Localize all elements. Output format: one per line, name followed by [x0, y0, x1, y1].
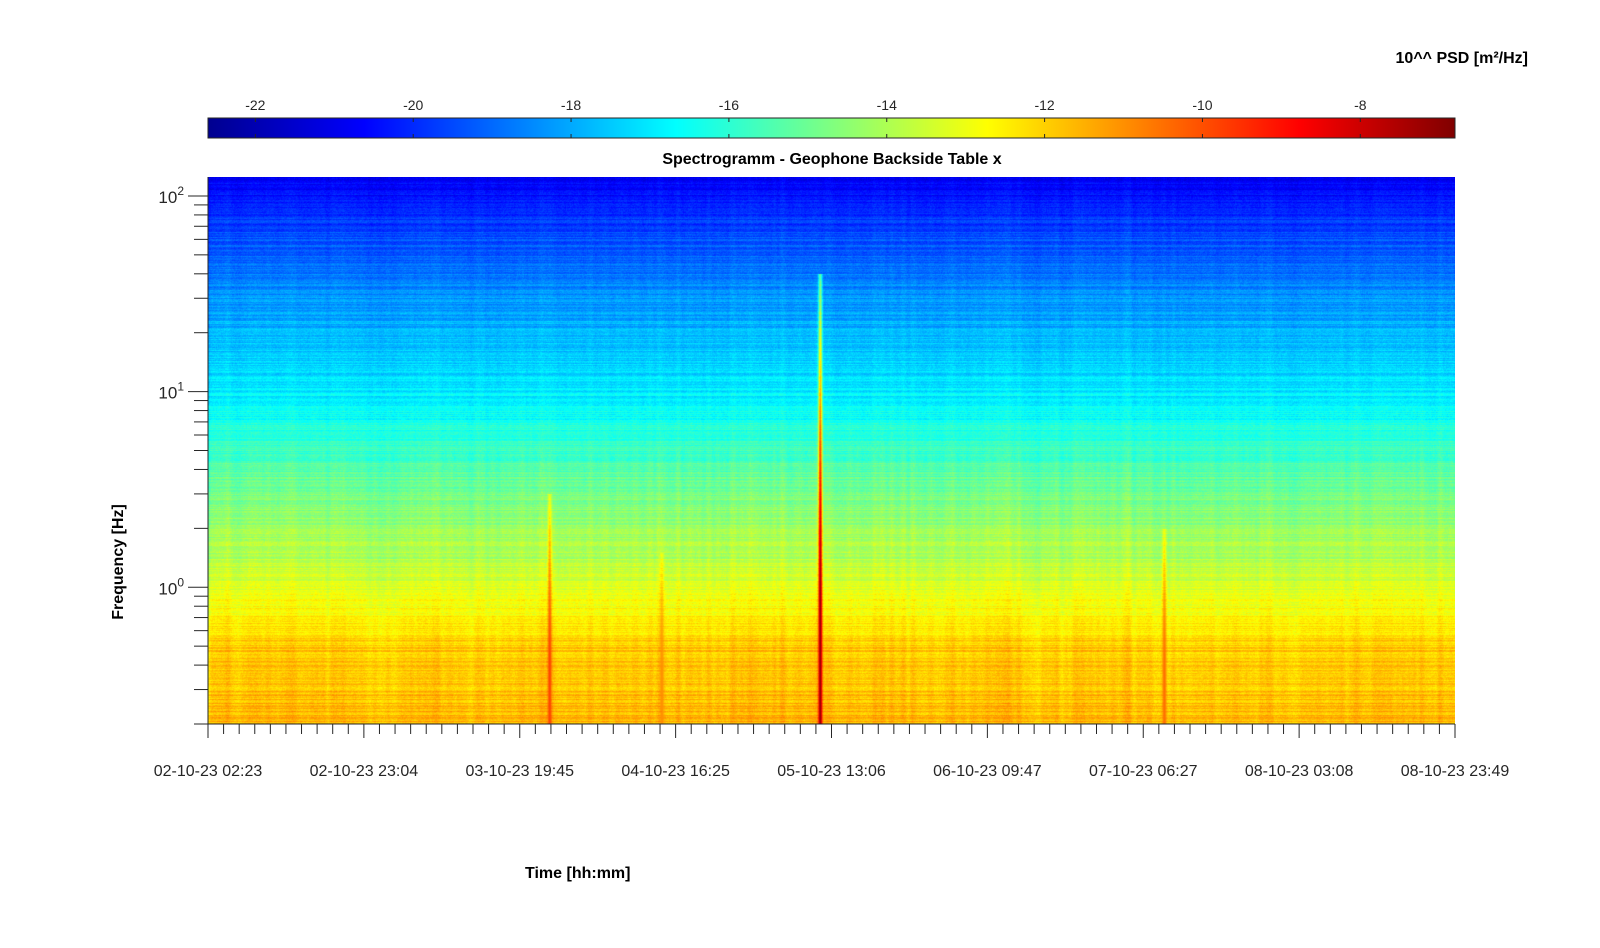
- colorbar-tick-label: -16: [719, 97, 739, 113]
- colorbar: -22 -20 -18 -16 -14 -12 -10 -8: [207, 97, 1456, 139]
- colorbar-bar: [207, 117, 1456, 139]
- y-axis-ticks: 100 101 102: [158, 184, 208, 725]
- x-tick-label: 03-10-23 19:45: [465, 763, 574, 780]
- colorbar-title: 10^^ PSD [m²/Hz]: [1395, 50, 1528, 67]
- x-axis-ticks: 02-10-23 02:23 02-10-23 23:04 03-10-23 19:…: [154, 724, 1510, 780]
- plot-area: 02-10-23 02:23 02-10-23 23:04 03-10-23 19:…: [154, 177, 1510, 780]
- colorbar-tick-label: -22: [245, 97, 265, 113]
- spectrogram-heatmap: [208, 177, 1455, 724]
- colorbar-tick-label: -20: [403, 97, 423, 113]
- x-tick-label: 08-10-23 03:08: [1245, 763, 1354, 780]
- colorbar-tick-label: -10: [1192, 97, 1212, 113]
- x-axis-label: Time [hh:mm]: [525, 865, 631, 882]
- x-tick-label: 06-10-23 09:47: [933, 763, 1042, 780]
- colorbar-ticks: -22 -20 -18 -16 -14 -12 -10 -8: [245, 97, 1367, 138]
- chart-title: Spectrogramm - Geophone Backside Table x: [662, 151, 1002, 168]
- colorbar-tick-label: -18: [561, 97, 581, 113]
- x-tick-label: 02-10-23 23:04: [310, 763, 419, 780]
- x-tick-label: 07-10-23 06:27: [1089, 763, 1198, 780]
- colorbar-tick-label: -12: [1034, 97, 1054, 113]
- x-tick-label: 05-10-23 13:06: [777, 763, 886, 780]
- colorbar-tick-label: -14: [877, 97, 897, 113]
- y-tick-label: 101: [158, 380, 184, 403]
- y-axis-label: Frequency [Hz]: [110, 504, 127, 620]
- y-tick-label: 102: [158, 184, 184, 207]
- colorbar-tick-label: -8: [1354, 97, 1367, 113]
- x-tick-label: 08-10-23 23:49: [1401, 763, 1510, 780]
- y-tick-label: 100: [158, 575, 184, 598]
- x-tick-label: 04-10-23 16:25: [621, 763, 730, 780]
- x-tick-label: 02-10-23 02:23: [154, 763, 263, 780]
